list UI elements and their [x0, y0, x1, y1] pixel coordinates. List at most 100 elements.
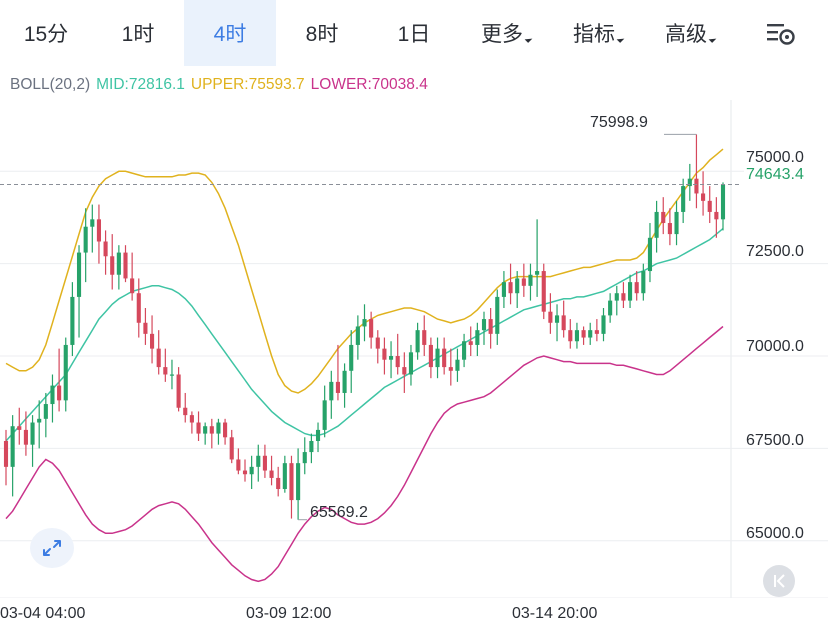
high-annotation: 75998.9 [590, 114, 648, 131]
candle-down [103, 241, 108, 257]
candle-down [548, 311, 553, 323]
tab-label: 15分 [23, 23, 69, 46]
tab-4h[interactable]: 4时 [184, 0, 276, 66]
candle-up [654, 211, 659, 238]
candle-down [189, 415, 194, 423]
tab-label: 高级 [665, 23, 707, 46]
candle-up [296, 463, 301, 501]
candle-down [242, 470, 248, 475]
tab-label: 指标 [573, 23, 615, 46]
candle-up [641, 271, 646, 294]
candle-down [581, 330, 586, 338]
candle-down [196, 422, 201, 434]
candle-up [627, 282, 633, 301]
candle-up [481, 319, 487, 331]
candle-down [183, 407, 188, 416]
tab-label: 1日 [397, 23, 431, 46]
candle-up [614, 293, 619, 301]
chart-settings-icon[interactable] [766, 20, 796, 48]
candle-up [349, 344, 354, 371]
candle-down [156, 348, 161, 368]
dropdown-caret-icon [524, 35, 533, 43]
tab-8h[interactable]: 8时 [276, 0, 368, 66]
candle-down [143, 322, 148, 334]
tab-label: 8时 [305, 23, 339, 46]
candle-down [448, 367, 453, 371]
candle-down [667, 223, 672, 235]
candle-down [17, 426, 22, 430]
candle-up [315, 429, 321, 441]
candle-down [269, 470, 274, 478]
boll-lower-line [5, 325, 724, 583]
candle-up [601, 315, 606, 334]
candle-up [30, 422, 35, 445]
candle-down [223, 422, 228, 438]
candle-up [50, 385, 55, 405]
candle-down [694, 178, 699, 194]
candle-up [116, 252, 121, 275]
tab-indicators[interactable]: 指标 [552, 0, 644, 66]
candle-up [574, 330, 580, 342]
candle-up [720, 184, 726, 220]
tab-advanced[interactable]: 高级 [644, 0, 736, 66]
tab-15m[interactable]: 15分 [0, 0, 92, 66]
candle-down [488, 319, 493, 334]
candle-up [309, 440, 314, 453]
candle-up [282, 463, 287, 490]
candle-up [535, 271, 540, 275]
candle-down [442, 348, 447, 368]
candle-up [322, 400, 327, 430]
candle-up [37, 418, 42, 423]
timeframe-tabbar: 15分 1时 4时 8时 1日 更多 指标 高级 [0, 0, 828, 66]
tab-label: 1时 [121, 23, 155, 46]
candle-up [169, 374, 175, 376]
candle-down [130, 278, 135, 294]
candlestick-chart[interactable] [0, 100, 828, 598]
candle-up [687, 178, 692, 187]
candle-up [455, 359, 460, 371]
boll-name: BOLL(20,2) [10, 76, 91, 93]
candle-down [428, 344, 433, 368]
candle-up [203, 426, 208, 434]
candle-down [521, 278, 526, 286]
candle-down [701, 193, 706, 201]
tab-1d[interactable]: 1日 [368, 0, 460, 66]
candle-up [674, 211, 679, 235]
candle-down [123, 252, 128, 279]
candle-up [43, 404, 48, 419]
candle-up [415, 330, 420, 353]
y-axis-label: 65000.0 [746, 525, 804, 542]
tab-1h[interactable]: 1时 [92, 0, 184, 66]
candle-down [276, 477, 281, 490]
candle-down [568, 330, 573, 342]
candle-up [388, 356, 394, 360]
candle-down [714, 211, 719, 220]
candle-up [408, 352, 414, 375]
x-axis-label: 03-09 12:00 [246, 605, 332, 622]
candle-down [402, 367, 407, 375]
candle-down [594, 330, 599, 334]
candle-up [608, 300, 613, 316]
boll-upper-value: UPPER:75593.7 [190, 76, 305, 93]
y-axis-label: 75000.0 [746, 149, 804, 166]
candle-down [335, 381, 341, 393]
candle-up [495, 296, 500, 334]
y-axis-label: 70000.0 [746, 338, 804, 355]
fullscreen-button[interactable] [30, 528, 74, 568]
tab-more[interactable]: 更多 [460, 0, 552, 66]
candle-down [23, 429, 28, 445]
candle-down [661, 211, 666, 224]
candle-up [528, 274, 533, 286]
candle-down [561, 315, 566, 331]
candle-down [508, 282, 513, 294]
candle-down [136, 293, 141, 323]
candle-up [462, 341, 467, 360]
candle-down [149, 333, 155, 349]
candle-down [369, 319, 374, 338]
candle-up [302, 452, 307, 464]
candle-down [209, 426, 214, 434]
x-axis-label: 03-04 04:00 [0, 605, 86, 622]
candle-up [362, 319, 367, 327]
candle-up [475, 330, 480, 345]
jump-to-latest-button[interactable] [763, 565, 795, 597]
